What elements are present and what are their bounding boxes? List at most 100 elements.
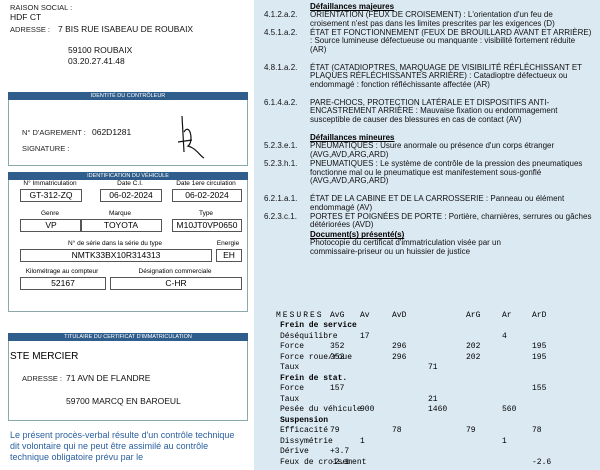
defect-code: 6.2.3.c.1. — [264, 211, 297, 221]
row-label: Pesée du véhicule — [280, 405, 362, 414]
field-label: Marque — [108, 210, 132, 217]
cell: 17 — [360, 331, 370, 341]
field-value: TOYOTA — [80, 219, 162, 232]
cell: 202 — [466, 352, 481, 362]
section-title: IDENTIFICATION DU VÉHICULE — [8, 172, 248, 180]
cell: 1 — [360, 436, 365, 446]
row-label: Force — [280, 342, 305, 351]
cell: 78 — [392, 426, 402, 435]
row-label: Force — [280, 384, 305, 393]
defects-heading: Défaillances mineures — [310, 133, 395, 143]
defect-code: 5.2.3.h.1. — [264, 159, 298, 169]
field-label: Désignation commerciale — [138, 268, 212, 275]
field-label: Energie — [216, 240, 240, 247]
value: HDF CT — [10, 12, 42, 22]
cell: 78 — [532, 426, 542, 435]
cell: 202 — [466, 342, 481, 351]
cell: 1460 — [428, 405, 448, 414]
cell: 296 — [392, 342, 407, 351]
value: 59700 MARCQ EN BAROEUL — [66, 396, 181, 406]
section-title: TITULAIRE DU CERTIFICAT D'IMMATRICULATIO… — [8, 333, 248, 341]
field-label: Date 1ere circulation — [176, 180, 236, 187]
cell: 71 — [428, 363, 438, 372]
value: 71 AVN DE FLANDRE — [66, 373, 151, 383]
field-value: 06-02-2024 — [100, 189, 162, 202]
label: N° D'AGREMENT : — [22, 128, 86, 137]
table-header: ArD — [532, 311, 547, 320]
field-label: Type — [198, 210, 214, 217]
cell: 195 — [532, 342, 547, 351]
section-label: Suspension — [280, 415, 329, 425]
defect-code: 5.2.3.e.1. — [264, 141, 298, 151]
defect-text: ÉTAT ET FONCTIONNEMENT (FEUX DE BROUILLA… — [310, 27, 592, 54]
defect-code: 4.8.1.a.2. — [264, 62, 298, 72]
cell: -2.1 — [330, 457, 350, 467]
cell: 195 — [532, 352, 547, 362]
cell: 4 — [502, 331, 507, 341]
row-label: Dérive — [280, 447, 309, 456]
table-header: MESURES — [276, 311, 324, 320]
field-value: NMTK33BX10R314313 — [20, 249, 212, 262]
cell: 157 — [330, 384, 345, 393]
field-label: Kilométrage au compteur — [25, 268, 99, 275]
defects-heading: Défaillances majeures — [310, 2, 395, 11]
row-label: Déséquilibre — [280, 331, 338, 341]
label: RAISON SOCIAL : — [10, 3, 73, 12]
table-header: AvD — [392, 311, 407, 320]
cell: -2.6 — [532, 457, 552, 467]
vehicle-box — [8, 172, 248, 312]
row-label: Feux de croisement — [280, 457, 367, 467]
field-value: GT-312-ZQ — [20, 189, 82, 202]
defect-text: PNEUMATIQUES : Le système de contrôle de… — [310, 159, 583, 186]
defect-text: ORIENTATION (FEUX DE CROISEMENT) : L'ori… — [310, 10, 555, 28]
cell: 900 — [360, 405, 375, 414]
row-label: Efficacité — [280, 426, 329, 435]
field-label: Genre — [40, 210, 60, 217]
defect-text: ÉTAT DE LA CABINE ET DE LA CARROSSERIE :… — [310, 194, 565, 212]
defect-text: PORTES ET POIGNÉES DE PORTE : Portière, … — [310, 211, 592, 230]
value: 7 BIS RUE ISABEAU DE ROUBAIX — [58, 24, 194, 34]
cell: 21 — [428, 394, 438, 404]
documents-heading: Document(s) présenté(s) — [310, 230, 405, 240]
label: ADRESSE : — [22, 374, 63, 383]
field-value: 52167 — [20, 277, 106, 290]
field-value: C-HR — [110, 277, 242, 290]
field-label: N° de série dans la série du type — [67, 240, 162, 247]
row-label: Force roue/roue — [280, 352, 353, 362]
documents-text: Photocopie du certificat d'immatriculati… — [310, 238, 501, 256]
defect-code: 6.1.4.a.2. — [264, 97, 298, 107]
row-label: Taux — [280, 363, 300, 372]
defect-text: PNEUMATIQUES : Usure anormale ou présenc… — [310, 141, 555, 159]
label: SIGNATURE : — [22, 144, 70, 153]
label: ADRESSE : — [10, 25, 51, 34]
cell: 79 — [330, 426, 340, 435]
value: 03.20.27.41.48 — [68, 56, 125, 66]
row-label: Dissymétrie — [280, 436, 333, 446]
cell: 1 — [502, 436, 507, 446]
field-label: Date C.I. — [117, 180, 143, 187]
row-label: Taux — [280, 394, 300, 404]
field-value: 06-02-2024 — [172, 189, 242, 202]
defect-code: 4.1.2.a.2. — [264, 10, 298, 19]
section-label: Frein de stat. — [280, 373, 348, 383]
value: 59100 ROUBAIX — [68, 45, 133, 55]
defect-text: PARE-CHOCS, PROTECTION LATÉRALE ET DISPO… — [310, 97, 558, 124]
cell: 155 — [532, 384, 547, 393]
defect-text: ÉTAT (CATADIOPTRES, MARQUAGE DE VISIBILI… — [310, 62, 582, 89]
table-header: Ar — [502, 311, 512, 320]
cell: 79 — [466, 426, 476, 435]
cell: 352 — [330, 342, 345, 351]
defect-code: 6.2.1.a.1. — [264, 194, 298, 203]
table-header: Av — [360, 311, 370, 320]
section-title: IDENTITÉ DU CONTRÔLEUR — [8, 92, 248, 100]
cell: 352 — [330, 352, 345, 362]
value: STE MERCIER — [10, 351, 79, 362]
defect-code: 4.5.1.a.2. — [264, 27, 298, 37]
cell: 296 — [392, 352, 407, 362]
results-panel: Défaillances majeures 4.1.2.a.2. ORIENTATI… — [254, 0, 600, 470]
cell: +3.7 — [330, 447, 350, 456]
cell: 560 — [502, 405, 517, 414]
table-header: ArG — [466, 311, 481, 320]
notice: Le présent procès-verbal résulte d'un co… — [10, 430, 235, 462]
